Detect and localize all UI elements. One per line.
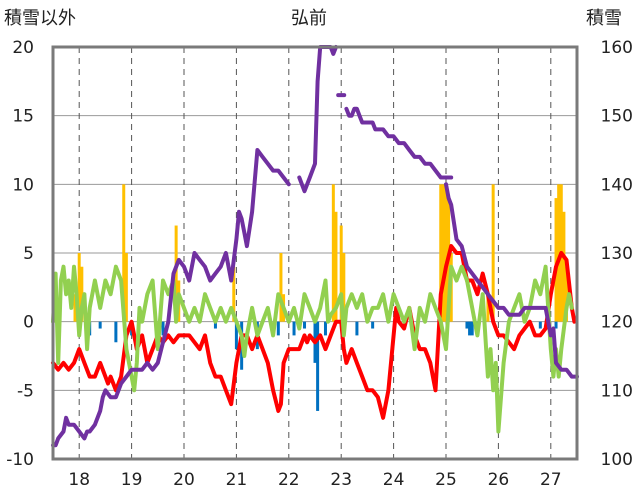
bar [565,266,569,322]
bar [124,253,128,322]
series-line [444,182,579,379]
bar [465,321,469,329]
bar [174,225,178,322]
bar [444,184,448,322]
left-axis-label: 積雪以外 [4,8,76,29]
gridlines [53,47,577,459]
bar [98,321,102,329]
y-right-tick-label: 130 [601,244,633,264]
bar [73,294,77,322]
x-tick-label: 22 [278,470,300,490]
series-line [51,264,574,434]
series-line [344,106,454,180]
bar [562,211,566,322]
bar [303,321,307,329]
bar [491,184,495,322]
x-tick-label: 23 [330,470,352,490]
bar [538,321,542,329]
bar [355,321,359,336]
bar [557,184,561,322]
x-tick-label: 25 [435,470,457,490]
x-tick-label: 24 [383,470,405,490]
chart-title: 弘前 [291,8,327,29]
x-tick-label: 26 [488,470,510,490]
bar [292,321,296,336]
y-left-tick-label: 20 [12,38,34,58]
x-tick-label: 21 [226,470,248,490]
bar [554,198,558,322]
bar [371,321,375,329]
y-left-tick-label: 5 [23,244,34,264]
series-line [51,148,291,448]
y-left-tick-label: -5 [17,381,34,401]
bar [316,321,320,411]
y-right-tick-label: 100 [601,450,633,470]
bar [232,266,236,322]
bar [554,321,558,329]
y-right-tick-label: 140 [601,175,633,195]
y-left-tick-label: -10 [6,450,34,470]
plot-frame [51,45,579,461]
x-tick-label: 20 [173,470,195,490]
series-line [297,45,338,194]
bar [234,321,238,350]
bar [334,211,338,322]
y-right-tick-label: 110 [601,381,633,401]
bar [80,266,84,322]
x-tick-label: 19 [121,470,143,490]
bar [114,321,118,343]
y-right-tick-label: 160 [601,38,633,58]
bar [441,184,445,322]
series-lines [51,45,579,448]
y-left-tick-label: 0 [23,313,34,333]
bar [342,253,346,322]
bar [122,184,126,322]
bar [161,321,165,336]
y-left-tick-label: 15 [12,107,34,127]
bar [339,225,343,322]
x-tick-label: 18 [68,470,90,490]
axis-ticks: 20 15 10 5 0 -5 -10 160 150 140 130 120 110 100 18 19 20… [6,38,633,490]
y-left-tick-label: 10 [12,175,34,195]
bar [213,321,217,329]
bar [77,253,81,322]
y-right-tick-label: 150 [601,107,633,127]
bar [279,253,283,322]
bar [468,321,472,336]
series-line [51,244,577,420]
bar [486,294,490,322]
y-right-tick-label: 120 [601,313,633,333]
bar [331,184,335,322]
bar [276,321,280,336]
bar [323,321,327,336]
bar [470,321,474,336]
right-axis-label: 積雪 [586,8,622,29]
x-tick-label: 27 [540,470,562,490]
bar [439,184,443,322]
